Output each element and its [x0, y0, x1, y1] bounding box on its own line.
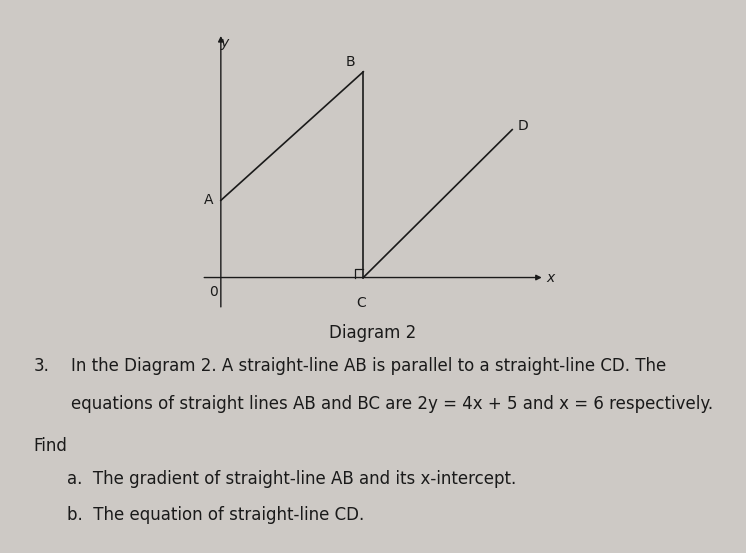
Text: equations of straight lines AB and BC are 2y = 4x + 5 and x = 6 respectively.: equations of straight lines AB and BC ar… [71, 395, 713, 414]
Text: b.  The equation of straight-line CD.: b. The equation of straight-line CD. [67, 506, 364, 524]
Text: D: D [518, 119, 528, 133]
Text: In the Diagram 2. A straight-line AB is parallel to a straight-line CD. The: In the Diagram 2. A straight-line AB is … [71, 357, 666, 375]
Text: Diagram 2: Diagram 2 [330, 324, 416, 342]
Text: y: y [221, 36, 229, 50]
Text: A: A [204, 194, 213, 207]
Text: C: C [356, 295, 366, 310]
Text: B: B [346, 55, 356, 69]
Text: 0: 0 [209, 285, 217, 299]
Text: 3.: 3. [34, 357, 49, 375]
Text: a.  The gradient of straight-line AB and its x-intercept.: a. The gradient of straight-line AB and … [67, 470, 516, 488]
Text: x: x [547, 270, 555, 285]
Text: Find: Find [34, 437, 67, 455]
